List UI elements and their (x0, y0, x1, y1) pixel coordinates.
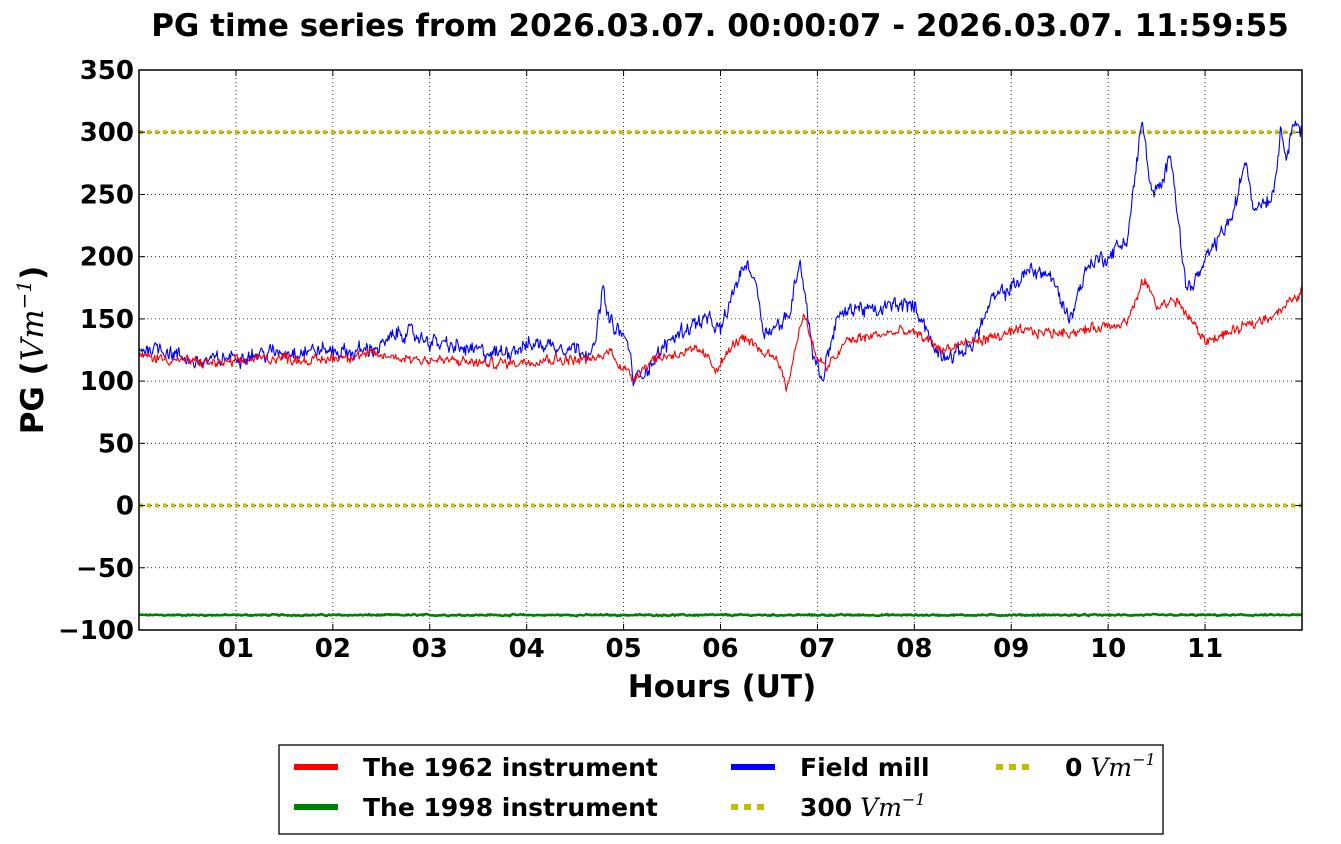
y-tick-label: 50 (98, 429, 134, 459)
x-tick-label: 05 (605, 634, 641, 664)
x-tick-label: 02 (315, 634, 351, 664)
series-line (138, 612, 1303, 618)
y-tick-label: 100 (80, 367, 134, 397)
legend-item: The 1998 instrument (294, 793, 658, 822)
legend-label-text: 0 (1065, 753, 1082, 782)
x-tick-label: 10 (1090, 634, 1126, 664)
legend-item: 0 Vm−1 (996, 750, 1156, 782)
legend-label: 300 Vm−1 (800, 790, 926, 822)
x-tick-label: 09 (993, 634, 1029, 664)
y-tick-label: 150 (80, 305, 134, 335)
x-tick-label: 08 (896, 634, 932, 664)
legend-label-exponent: −1 (1132, 750, 1156, 769)
legend-label-text: The 1962 instrument (363, 753, 658, 782)
grid (139, 70, 1302, 630)
legend-item: Field mill (731, 753, 930, 782)
y-tick-label: −100 (58, 616, 134, 646)
axis-ticks (139, 69, 1302, 631)
series-line (138, 278, 1303, 392)
legend-item: 300 Vm−1 (731, 790, 926, 822)
legend-label-text: The 1998 instrument (363, 793, 658, 822)
y-axis-label: PG (Vm−1) (12, 266, 51, 435)
y-tick-label: 350 (80, 56, 134, 86)
y-tick-label: 200 (80, 243, 134, 273)
legend-label-unit: Vm (852, 793, 902, 822)
legend-label-text: 300 (800, 793, 852, 822)
y-tick-label: −50 (76, 554, 134, 584)
y-axis-label-exponent: −1 (12, 280, 36, 309)
x-tick-labels: 01 02 03 04 05 06 07 08 09 10 11 (218, 634, 1223, 664)
x-tick-label: 01 (218, 634, 254, 664)
x-tick-label: 03 (412, 634, 448, 664)
chart-title: PG time series from 2026.03.07. 00:00:07… (151, 8, 1289, 44)
legend-box (278, 744, 1164, 835)
legend-label: The 1998 instrument (363, 793, 658, 822)
y-tick-label: 250 (80, 180, 134, 210)
legend-label: Field mill (800, 753, 930, 782)
legend-label: 0 Vm−1 (1065, 750, 1156, 782)
legend: The 1962 instrument The 1998 instrument Fi… (278, 744, 1164, 835)
x-axis-label: Hours (UT) (628, 669, 817, 705)
y-axis-label-unit: Vm (15, 309, 51, 361)
legend-item: The 1962 instrument (294, 753, 658, 782)
x-tick-label: 07 (799, 634, 835, 664)
legend-label: The 1962 instrument (363, 753, 658, 782)
series-line (138, 120, 1303, 387)
reference-lines (139, 130, 1302, 508)
data-series (138, 120, 1303, 618)
y-tick-label: 300 (80, 118, 134, 148)
x-tick-label: 04 (509, 634, 545, 664)
legend-label-text: Field mill (800, 753, 930, 782)
legend-label-exponent: −1 (902, 790, 926, 809)
x-tick-label: 06 (702, 634, 738, 664)
legend-label-unit: Vm (1082, 753, 1132, 782)
y-tick-labels: −100 −50 0 50 100 150 200 250 300 350 (58, 56, 134, 646)
y-tick-label: 0 (116, 492, 134, 522)
y-axis-label-text: PG ( (15, 361, 51, 434)
x-tick-label: 11 (1187, 634, 1223, 664)
y-axis-label-close: ) (15, 266, 51, 280)
